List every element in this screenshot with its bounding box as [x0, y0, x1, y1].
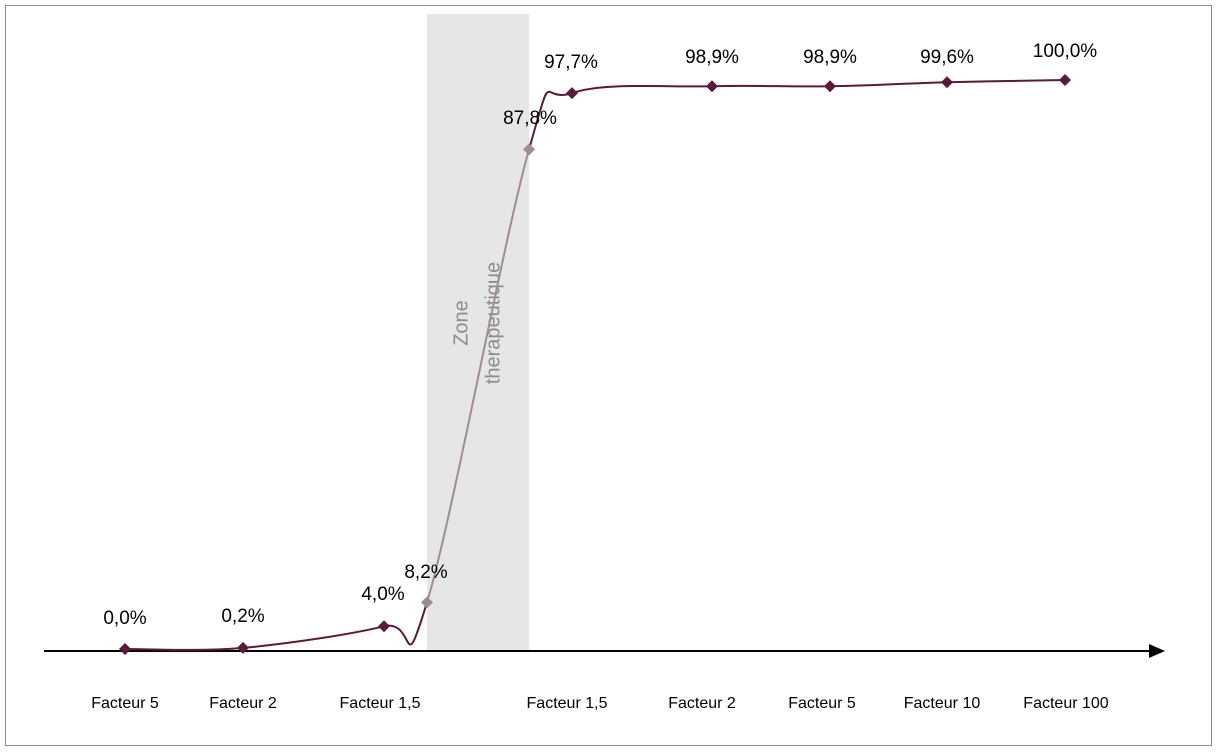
data-label: 8,2% — [404, 562, 447, 583]
chart-frame — [5, 5, 1212, 746]
data-label: 99,6% — [920, 47, 974, 68]
therapeutic-zone-label: Zone therapeutique — [450, 262, 504, 384]
zone-label-line1: Zone — [450, 300, 472, 346]
zone-label-line2: therapeutique — [482, 262, 504, 384]
series-segment — [829, 81, 948, 88]
data-markers — [119, 74, 1071, 655]
x-tick-label: Facteur 100 — [1023, 695, 1108, 712]
x-tick-label: Facteur 5 — [91, 695, 159, 712]
data-point-marker — [1059, 74, 1071, 86]
data-label: 0,0% — [103, 608, 146, 629]
data-label: 0,2% — [221, 606, 264, 627]
x-tick-label: Facteur 2 — [668, 695, 736, 712]
data-label: 100,0% — [1033, 41, 1098, 62]
data-point-marker — [523, 143, 535, 156]
series-segment — [711, 84, 831, 88]
series-segment — [242, 625, 385, 649]
series-segment — [383, 602, 428, 646]
series-segment — [124, 646, 244, 651]
data-labels: 0,0% 0,2% 4,0%8,2% 87,8% 97,7% 98,9% 98,9% 99,6… — [103, 41, 1097, 629]
data-point-marker — [421, 596, 433, 609]
data-point-marker — [941, 76, 953, 89]
series-segment — [946, 79, 1066, 84]
data-label: 97,7% — [544, 52, 598, 73]
data-label: 98,9% — [803, 47, 857, 68]
data-label: 4,0% — [361, 584, 404, 605]
series-segment — [528, 90, 573, 150]
x-tick-label: Facteur 2 — [209, 695, 277, 712]
data-point-marker — [378, 620, 390, 633]
data-label: 98,9% — [685, 47, 739, 68]
data-point-marker — [237, 641, 249, 654]
x-tick-labels: Facteur 5 Facteur 2 Facteur 1,5 Facteur 1,5… — [91, 695, 1109, 712]
data-label: 87,8% — [503, 108, 557, 129]
x-tick-label: Facteur 5 — [788, 695, 856, 712]
x-tick-label: Facteur 1,5 — [340, 695, 421, 712]
data-point-marker — [566, 87, 578, 100]
data-point-marker — [706, 80, 718, 93]
series-segment — [571, 84, 713, 95]
x-axis-arrowhead — [1149, 644, 1165, 658]
series-segment — [426, 149, 530, 603]
data-point-marker — [824, 80, 836, 93]
series-line — [124, 79, 1066, 651]
data-point-marker — [119, 643, 131, 655]
x-tick-label: Facteur 1,5 — [527, 695, 608, 712]
therapeutic-zone-band — [427, 14, 529, 651]
x-tick-label: Facteur 10 — [904, 695, 981, 712]
